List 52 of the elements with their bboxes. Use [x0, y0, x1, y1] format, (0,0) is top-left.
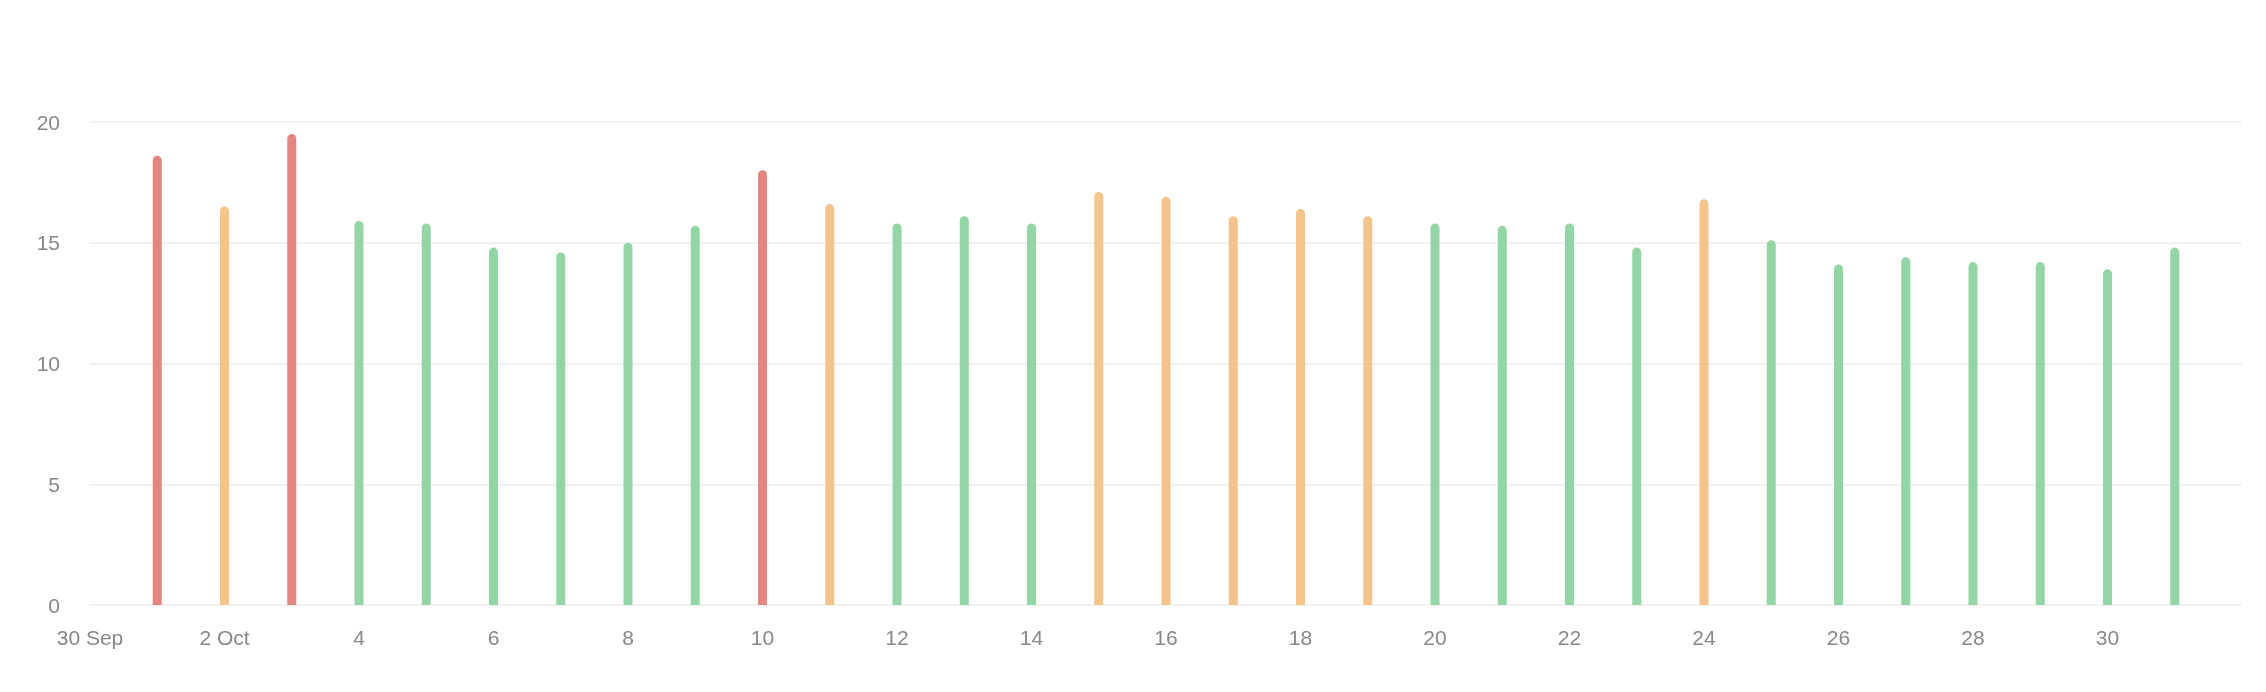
bar	[1094, 192, 1104, 605]
y-tick-label: 5	[48, 472, 60, 496]
x-tick-label: 8	[622, 626, 634, 649]
x-tick-label: 2 Oct	[199, 626, 250, 649]
bar	[2103, 269, 2112, 605]
bar	[1161, 196, 1171, 605]
bar	[220, 206, 229, 605]
bar	[1228, 216, 1238, 605]
x-tick-label: 6	[487, 626, 500, 649]
bar	[1766, 240, 1776, 605]
bar	[1699, 199, 1709, 605]
bar	[1834, 264, 1843, 605]
bar	[1430, 223, 1440, 605]
bar	[1296, 208, 1305, 605]
bar	[1497, 225, 1507, 605]
bar	[1901, 257, 1911, 605]
y-tick-label: 20	[36, 110, 60, 134]
x-tick-label: 22	[1557, 626, 1582, 649]
bar	[959, 216, 969, 605]
x-tick-label: 14	[1019, 626, 1044, 649]
bar	[2170, 247, 2180, 605]
bar	[825, 204, 835, 605]
x-tick-label: 28	[1961, 626, 1985, 649]
bar	[1968, 262, 1978, 605]
bar	[354, 221, 364, 605]
bar	[1363, 216, 1373, 605]
y-tick-label: 15	[36, 231, 60, 255]
bar	[1565, 223, 1574, 605]
x-tick-label: 16	[1154, 626, 1178, 649]
bar	[623, 242, 633, 605]
bar	[1027, 223, 1036, 605]
bar	[421, 223, 431, 605]
bar	[287, 134, 297, 605]
bar	[152, 155, 162, 605]
bar	[1632, 247, 1642, 605]
bar	[892, 223, 902, 605]
bar	[556, 252, 566, 605]
x-tick-label: 10	[750, 626, 775, 649]
x-tick-label: 12	[885, 626, 909, 649]
bar	[690, 225, 700, 605]
x-tick-label: 30	[2095, 626, 2120, 649]
x-tick-label: 26	[1826, 626, 1851, 649]
bar	[2035, 262, 2045, 605]
x-tick-label: 18	[1288, 626, 1313, 649]
x-tick-label: 30 Sep	[56, 626, 124, 649]
bar	[758, 170, 767, 605]
x-tick-label: 24	[1692, 626, 1716, 649]
x-tick-label: 20	[1423, 626, 1447, 649]
bar	[489, 247, 498, 605]
y-tick-label: 0	[48, 593, 60, 617]
y-tick-label: 10	[36, 352, 60, 375]
x-tick-label: 4	[353, 626, 366, 649]
